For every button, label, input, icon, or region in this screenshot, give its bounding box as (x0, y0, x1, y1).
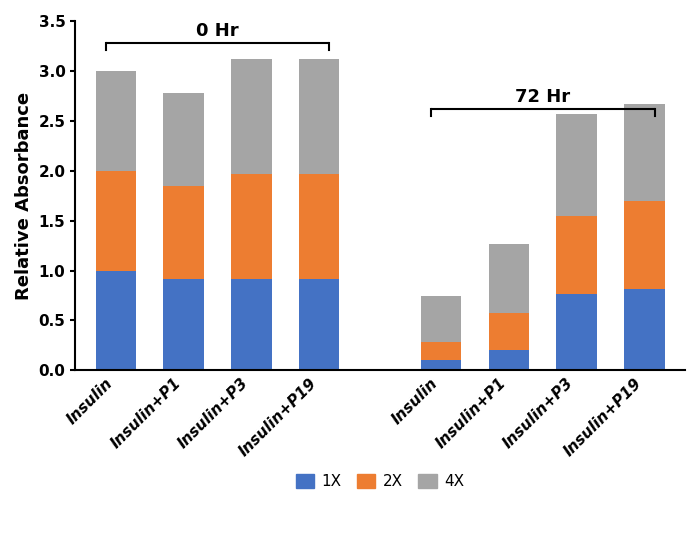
Bar (96, 271, 136, 371)
Bar (163, 186, 204, 279)
Bar (624, 288, 665, 371)
Bar (163, 279, 204, 371)
Bar (163, 93, 204, 186)
Bar (299, 174, 340, 279)
Legend: 1X, 2X, 4X: 1X, 2X, 4X (290, 468, 470, 496)
Bar (556, 114, 597, 216)
Bar (489, 244, 529, 313)
Bar (624, 201, 665, 288)
Bar (556, 294, 597, 371)
Bar (489, 350, 529, 371)
Bar (489, 313, 529, 350)
Bar (96, 71, 136, 171)
Bar (556, 216, 597, 294)
Bar (299, 59, 340, 174)
Bar (231, 279, 272, 371)
Text: 0 Hr: 0 Hr (196, 22, 239, 40)
Bar (624, 104, 665, 201)
Bar (421, 295, 461, 342)
Bar (421, 342, 461, 360)
Text: 72 Hr: 72 Hr (515, 88, 570, 106)
Bar (231, 59, 272, 174)
Bar (231, 174, 272, 279)
Bar (421, 360, 461, 371)
Bar (299, 279, 340, 371)
Y-axis label: Relative Absorbance: Relative Absorbance (15, 92, 33, 300)
Bar (96, 171, 136, 271)
